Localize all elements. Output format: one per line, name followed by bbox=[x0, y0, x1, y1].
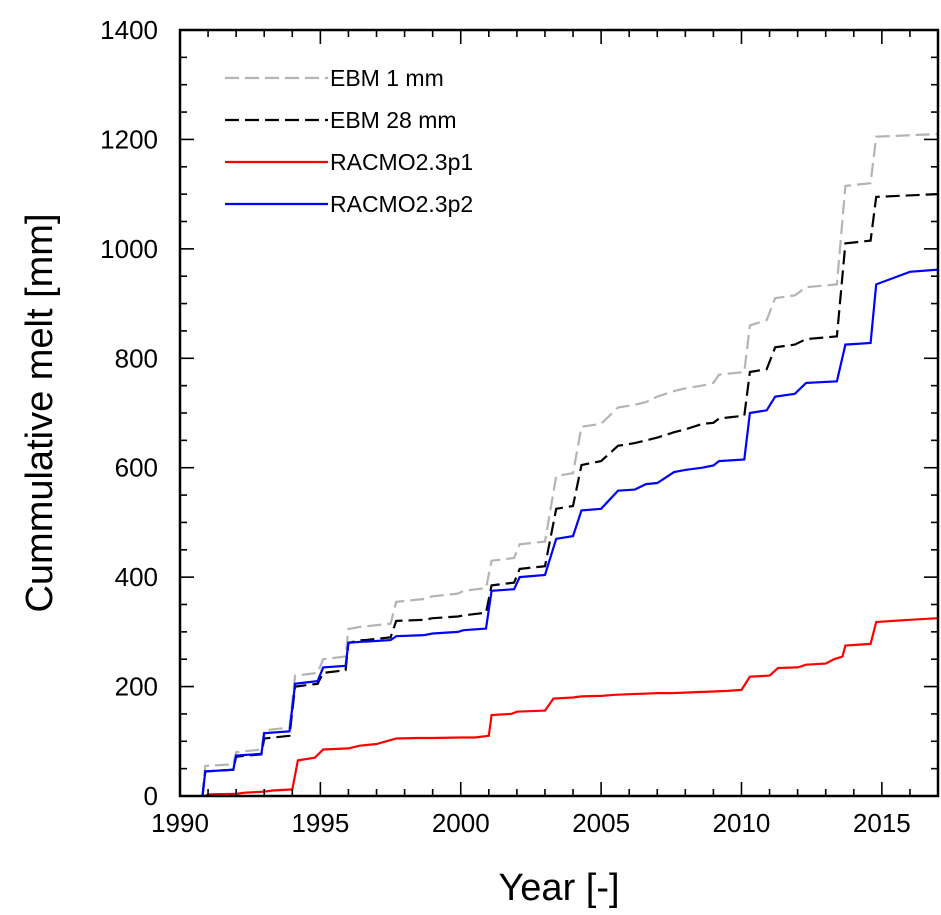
series-line-4 bbox=[201, 268, 939, 797]
y-tick-label: 1200 bbox=[100, 124, 158, 154]
series-line-3 bbox=[204, 617, 939, 797]
y-tick-label: 0 bbox=[144, 781, 158, 811]
x-axis-title: Year [-] bbox=[498, 867, 619, 909]
y-tick-label: 1400 bbox=[100, 15, 158, 45]
legend-label: RACMO2.3p2 bbox=[330, 191, 473, 217]
legend: EBM 1 mm EBM 28 mm RACMO2.3p1 RACMO2.3p2 bbox=[225, 65, 473, 217]
x-tick-label: 1990 bbox=[151, 808, 209, 838]
legend-label: RACMO2.3p1 bbox=[330, 149, 473, 175]
legend-label: EBM 28 mm bbox=[330, 107, 457, 133]
y-tick-label: 800 bbox=[115, 343, 158, 373]
y-tick-label: 1000 bbox=[100, 234, 158, 264]
x-tick-label: 2005 bbox=[572, 808, 630, 838]
legend-label: EBM 1 mm bbox=[330, 65, 444, 91]
series-layer bbox=[201, 132, 939, 797]
y-tick-label: 400 bbox=[115, 562, 158, 592]
y-axis-title: Cummulative melt [mm] bbox=[19, 213, 61, 612]
x-tick-label: 2000 bbox=[432, 808, 490, 838]
x-tick-label: 1995 bbox=[291, 808, 349, 838]
ticks-layer: 1990 1995 2000 2005 2010 2015 0 200 400 600 800 100… bbox=[100, 15, 939, 838]
x-tick-label: 2010 bbox=[713, 808, 771, 838]
series-line-2 bbox=[201, 193, 939, 797]
y-tick-label: 200 bbox=[115, 672, 158, 702]
y-tick-label: 600 bbox=[115, 453, 158, 483]
series-line-1 bbox=[201, 132, 939, 797]
x-tick-label: 2015 bbox=[853, 808, 911, 838]
